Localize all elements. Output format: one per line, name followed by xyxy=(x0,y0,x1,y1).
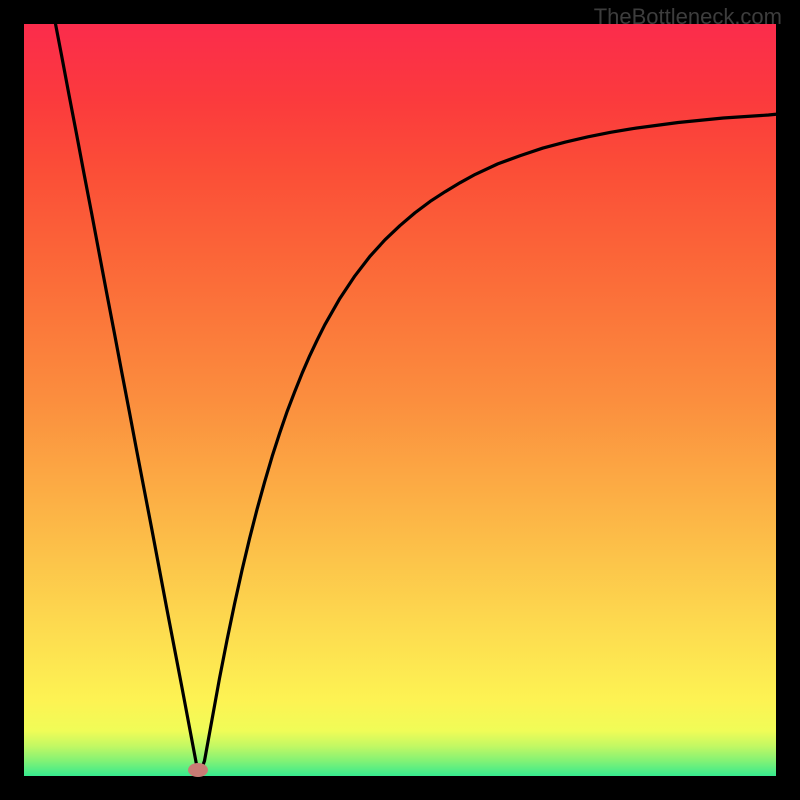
plot-area xyxy=(24,24,776,776)
watermark-text: TheBottleneck.com xyxy=(594,4,782,30)
optimal-point-marker xyxy=(188,763,208,777)
bottleneck-curve xyxy=(24,24,776,776)
outer-frame: TheBottleneck.com xyxy=(0,0,800,800)
